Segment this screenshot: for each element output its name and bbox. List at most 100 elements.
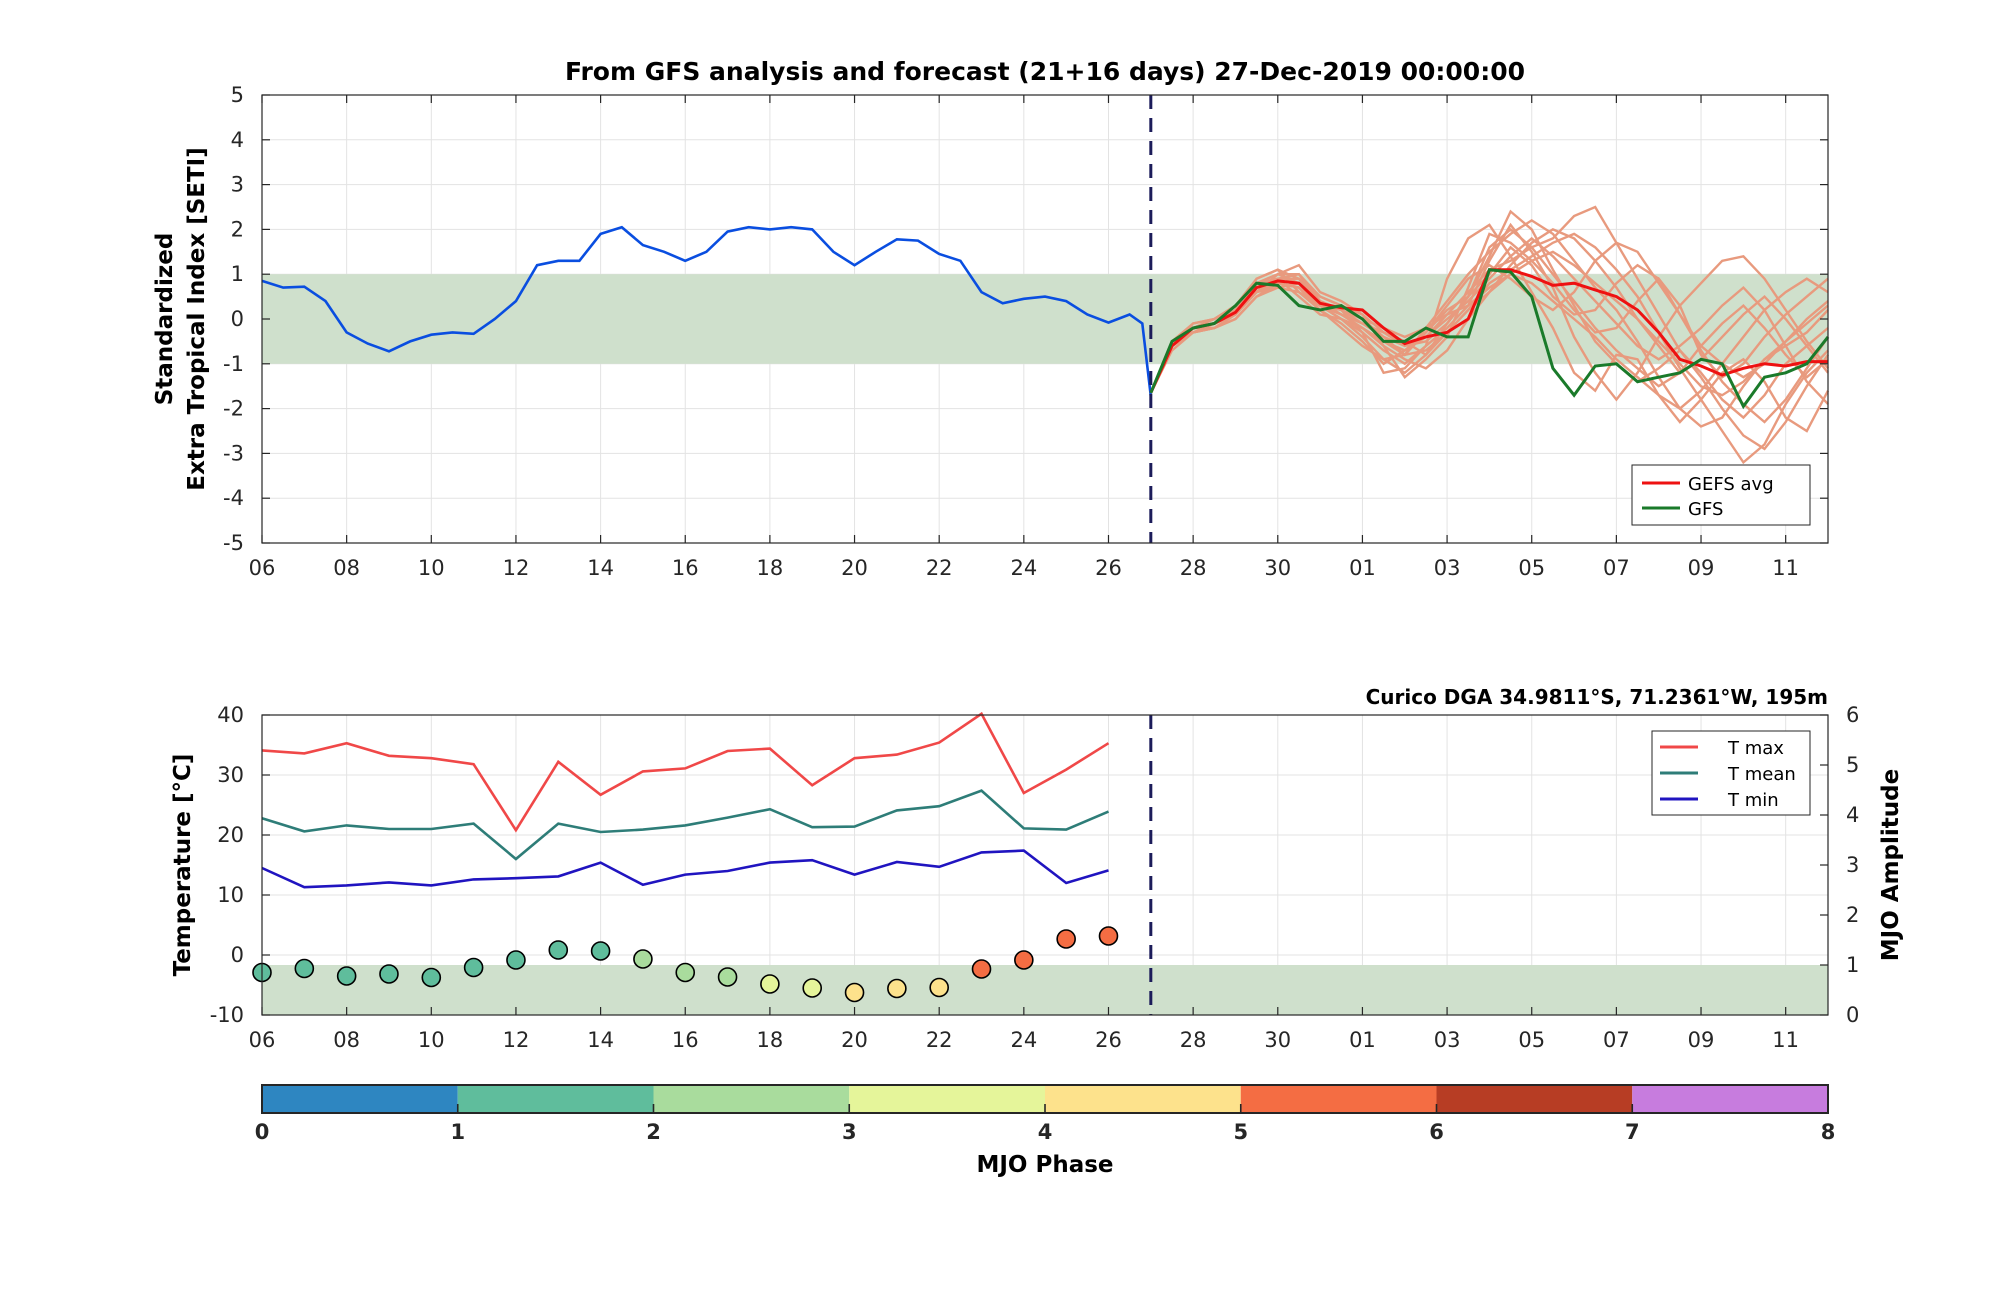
temp-xtick-label: 26	[1095, 1028, 1122, 1052]
seti-xtick-label: 14	[587, 556, 614, 580]
amp-ytick-label: 2	[1846, 903, 1859, 927]
colorbar-segment	[1436, 1085, 1633, 1113]
amp-ytick-label: 0	[1846, 1003, 1859, 1027]
mjo-point	[844, 982, 865, 1003]
temp-ticks: 06 08 10 12 14 16 18 20 22 24 26 28 30 01 03 05 07 09 1140…	[210, 703, 1860, 1052]
amp-ytick-label: 4	[1846, 803, 1859, 827]
seti-ytick-label: 4	[231, 128, 244, 152]
legend-tmax: T max	[1727, 738, 1784, 759]
seti-ytick-label: 0	[231, 307, 244, 331]
seti-xtick-label: 11	[1772, 556, 1799, 580]
temp-ytick-label: 0	[231, 943, 244, 967]
seti-xtick-label: 07	[1603, 556, 1630, 580]
colorbar-tick-label: 2	[646, 1120, 661, 1144]
temp-xtick-label: 10	[418, 1028, 445, 1052]
temp-ytick-label: -10	[210, 1003, 244, 1027]
colorbar-segment	[1045, 1085, 1241, 1113]
colorbar-tick-label: 8	[1821, 1120, 1836, 1144]
seti-panel: 06 08 10 12 14 16 18 20 22 24 26 28 30 01 03 05 07 09 1154…	[152, 57, 1830, 580]
mjo-point	[675, 962, 696, 983]
legend-tmean: T mean	[1727, 764, 1796, 785]
seti-xtick-label: 20	[841, 556, 868, 580]
temp-xtick-label: 12	[503, 1028, 530, 1052]
amp-ytick-label: 6	[1846, 703, 1859, 727]
mjo-point	[421, 967, 442, 988]
temp-ytick-label: 10	[217, 883, 244, 907]
colorbar-tick-label: 7	[1625, 1120, 1640, 1144]
mjo-phase-colorbar: 0 1 2 3 4 5 6 7 8 MJO Phase	[255, 1084, 1836, 1178]
temp-xtick-label: 28	[1180, 1028, 1207, 1052]
station-title: Curico DGA 34.9811°S, 71.2361°W, 195m	[1366, 685, 1828, 709]
seti-xtick-label: 05	[1518, 556, 1545, 580]
colorbar-segment	[849, 1085, 1045, 1113]
temp-xtick-label: 01	[1349, 1028, 1376, 1052]
colorbar-segment	[653, 1085, 850, 1113]
mjo-point	[717, 967, 738, 987]
colorbar-tick-label: 5	[1233, 1120, 1248, 1144]
seti-xtick-label: 09	[1688, 556, 1715, 580]
seti-ytick-label: -5	[223, 531, 244, 555]
gefs-members	[1149, 205, 1830, 465]
mjo-point	[590, 941, 611, 961]
temp-xtick-label: 11	[1772, 1028, 1799, 1052]
seti-xtick-label: 01	[1349, 556, 1376, 580]
seti-ytick-label: 1	[231, 262, 244, 286]
seti-xtick-label: 30	[1264, 556, 1291, 580]
seti-ylabel-line2: Extra Tropical Index [SETI]	[184, 147, 210, 491]
seti-xtick-label: 06	[249, 556, 276, 580]
seti-xtick-label: 08	[333, 556, 360, 580]
mjo-point	[506, 950, 526, 970]
temperature-panel: 06 08 10 12 14 16 18 20 22 24 26 28 30 01 03 05 07 09 1140…	[170, 685, 1904, 1052]
colorbar-tick-label: 1	[450, 1120, 465, 1144]
colorbar-segment	[1632, 1085, 1828, 1113]
seti-xtick-label: 10	[418, 556, 445, 580]
legend-gefs-avg: GEFS avg	[1688, 474, 1774, 495]
colorbar-label: MJO Phase	[976, 1152, 1113, 1178]
seti-xtick-label: 26	[1095, 556, 1122, 580]
seti-ytick-label: -4	[223, 486, 244, 510]
seti-xtick-label: 16	[672, 556, 699, 580]
seti-xtick-label: 18	[757, 556, 784, 580]
mjo-amplitude-label: MJO Amplitude	[1878, 769, 1904, 961]
seti-legend: GEFS avg GFS	[1631, 464, 1811, 526]
seti-ytick-label: -3	[223, 441, 244, 465]
seti-ytick-label: 3	[231, 173, 244, 197]
temp-xtick-label: 24	[1010, 1028, 1037, 1052]
mjo-point	[463, 957, 484, 978]
temp-xtick-label: 14	[587, 1028, 614, 1052]
colorbar-tick-label: 6	[1429, 1120, 1444, 1144]
amp-ytick-label: 1	[1846, 953, 1859, 977]
mjo-point	[887, 978, 907, 999]
gefs-member-line	[1149, 241, 1829, 394]
colorbar-tick-label: 0	[255, 1120, 270, 1144]
mjo-point	[760, 974, 780, 994]
temp-xtick-label: 16	[672, 1028, 699, 1052]
legend-tmin: T min	[1727, 790, 1779, 811]
temp-ytick-label: 40	[217, 703, 244, 727]
colorbar-segment	[457, 1085, 654, 1113]
colorbar-tick-label: 4	[1038, 1120, 1053, 1144]
temp-ytick-label: 20	[217, 823, 244, 847]
mjo-point	[336, 966, 357, 986]
mjo-point	[633, 949, 653, 969]
mjo-point	[294, 958, 315, 979]
colorbar-segment	[262, 1085, 458, 1113]
analysis-line	[261, 225, 1153, 397]
mjo-point	[1014, 950, 1034, 970]
chart-title: From GFS analysis and forecast (21+16 da…	[565, 57, 1525, 86]
colorbar-ticks: 0 1 2 3 4 5 6 7 8	[255, 1104, 1836, 1144]
amp-ytick-label: 5	[1846, 753, 1859, 777]
seti-normal-band	[262, 274, 1828, 364]
seti-ticks: 06 08 10 12 14 16 18 20 22 24 26 28 30 01 03 05 07 09 1154…	[223, 83, 1828, 580]
gefs-member-line	[1149, 250, 1829, 397]
temp-xtick-label: 22	[926, 1028, 953, 1052]
temp-xtick-label: 18	[757, 1028, 784, 1052]
tmax-line	[261, 711, 1110, 833]
mjo-point	[1056, 929, 1076, 949]
temp-xtick-label: 07	[1603, 1028, 1630, 1052]
tmean-line	[261, 789, 1110, 861]
seti-xtick-label: 24	[1010, 556, 1037, 580]
legend-gfs: GFS	[1688, 499, 1723, 520]
seti-xtick-label: 22	[926, 556, 953, 580]
